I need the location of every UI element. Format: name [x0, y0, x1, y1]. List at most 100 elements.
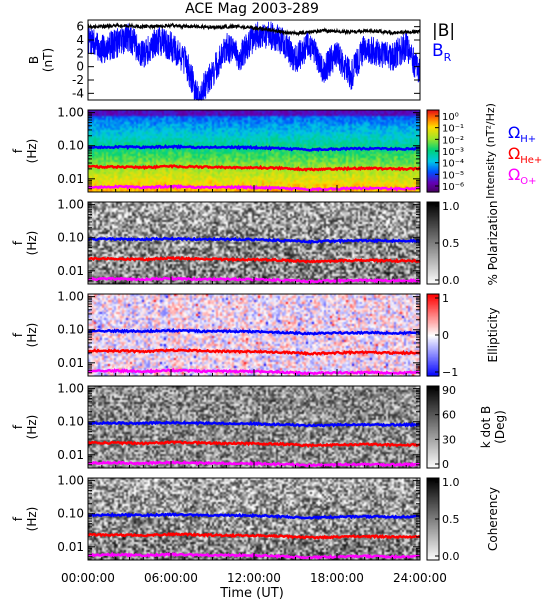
- colorbar-segment: [427, 218, 439, 221]
- colorbar-segment: [427, 204, 439, 207]
- colorbar-segment: [427, 146, 439, 149]
- y-axis-label-field: B(nT): [27, 48, 55, 72]
- colorbar-segment: [427, 367, 439, 370]
- colorbar-segment: [427, 275, 439, 278]
- colorbar-segment: [427, 260, 439, 263]
- colorbar-segment: [427, 413, 439, 416]
- gyrofrequency-line-h-plus: [88, 236, 421, 245]
- colorbar-segment: [427, 439, 439, 442]
- colorbar-segment: [427, 142, 439, 145]
- colorbar-segment: [427, 171, 439, 174]
- colorbar-segment: [427, 335, 439, 337]
- colorbar-segment: [427, 534, 439, 536]
- colorbar-tick-label: 90: [442, 384, 456, 397]
- y-tick-label: -2: [72, 73, 84, 87]
- colorbar-segment: [427, 306, 439, 309]
- colorbar-segment: [427, 454, 439, 457]
- colorbar-tick-label: 60: [442, 409, 456, 422]
- colorbar-segment: [427, 373, 439, 376]
- series-line-b-magnitude: [87, 22, 421, 37]
- y-tick-label: 1.00: [57, 474, 84, 488]
- colorbar-segment: [427, 478, 439, 480]
- colorbar-segment: [427, 553, 439, 556]
- colorbar-segment: [427, 524, 439, 527]
- legend-entry-b-r: BR: [432, 41, 452, 64]
- colorbar-segment: [427, 444, 439, 447]
- colorbar-segment: [427, 131, 439, 134]
- colorbar-segment: [427, 540, 439, 543]
- colorbar-segment: [427, 332, 439, 335]
- y-tick-label: 4: [76, 33, 84, 47]
- colorbar-segment: [427, 431, 439, 434]
- colorbar-segment: [427, 126, 439, 129]
- colorbar-frame: [426, 385, 440, 469]
- colorbar-segment: [427, 307, 439, 310]
- legend-subscript: H+: [520, 134, 536, 145]
- gyrofrequency-line-he-plus: [87, 440, 421, 448]
- colorbar-segment: [427, 296, 439, 299]
- colorbar-segment: [427, 114, 439, 117]
- colorbar-segment: [427, 110, 439, 112]
- colorbar-segment: [427, 329, 439, 332]
- colorbar-segment: [427, 509, 439, 512]
- y-axis-label: f(Hz): [11, 415, 39, 440]
- y-tick-label: 0.10: [57, 231, 84, 245]
- heatmap-polarization: [88, 202, 420, 284]
- colorbar-segment: [427, 148, 439, 151]
- colorbar-segment: [427, 505, 439, 508]
- colorbar-segment: [427, 302, 439, 305]
- colorbar-segment: [427, 387, 439, 390]
- colorbar-segment: [427, 433, 439, 436]
- colorbar-segment: [427, 345, 439, 348]
- colorbar-segment: [427, 366, 439, 369]
- colorbar-segment: [427, 116, 439, 119]
- colorbar-segment: [427, 410, 439, 413]
- colorbar-segment: [427, 528, 439, 531]
- colorbar-segment: [427, 392, 439, 395]
- colorbar-segment: [427, 303, 439, 306]
- colorbar-segment: [427, 513, 439, 516]
- panel-coherency: 1.00 0.10 0.01 f(Hz) 1.0 0.5 0.0 Coherency: [11, 474, 500, 563]
- y-axis-label-part: B: [27, 56, 41, 64]
- x-axis-label: Time (UT): [219, 586, 284, 600]
- colorbar-segment: [427, 247, 439, 250]
- colorbar-segment: [427, 403, 439, 406]
- colorbar-segment: [427, 134, 439, 137]
- colorbar-segment: [427, 279, 439, 282]
- colorbar-segment: [427, 138, 439, 141]
- colorbar-segment: [427, 457, 439, 460]
- legend-entry-hplus: ΩH+: [508, 123, 536, 145]
- colorbar-segment: [427, 120, 439, 123]
- colorbar-segment: [427, 317, 439, 320]
- colorbar-segment: [427, 324, 439, 327]
- colorbar-segment: [427, 152, 439, 155]
- heatmap-ellipticity: [88, 294, 420, 376]
- colorbar-segment: [427, 277, 439, 280]
- colorbar-segment: [427, 493, 439, 495]
- colorbar-tick-label: 0.0: [442, 550, 460, 563]
- colorbar-segment: [427, 348, 439, 351]
- colorbar-segment: [427, 459, 439, 462]
- y-tick-label: -4: [72, 86, 84, 100]
- colorbar-segment: [427, 118, 439, 121]
- colorbar-segment: [427, 422, 439, 425]
- colorbar-segment: [427, 243, 439, 245]
- colorbar-title: k dot B(Deg): [479, 406, 507, 448]
- colorbar-tick-label: 10⁰: [442, 112, 459, 123]
- colorbar-segment: [427, 322, 439, 325]
- colorbar-segment: [427, 174, 439, 177]
- colorbar-segment: [427, 244, 439, 247]
- colorbar-segment: [427, 538, 439, 541]
- colorbar-segment: [427, 358, 439, 361]
- colorbar-segment: [427, 447, 439, 450]
- colorbar-segment: [427, 255, 439, 258]
- colorbar-segment: [427, 529, 439, 532]
- colorbar-segment: [427, 452, 439, 455]
- colorbar-tick-label: 10⁻⁵: [442, 170, 464, 181]
- colorbar-segment: [427, 395, 439, 398]
- colorbar-segment: [427, 253, 439, 256]
- colorbar-segment: [427, 315, 439, 318]
- colorbar-segment: [427, 238, 439, 241]
- colorbar-segment: [427, 258, 439, 260]
